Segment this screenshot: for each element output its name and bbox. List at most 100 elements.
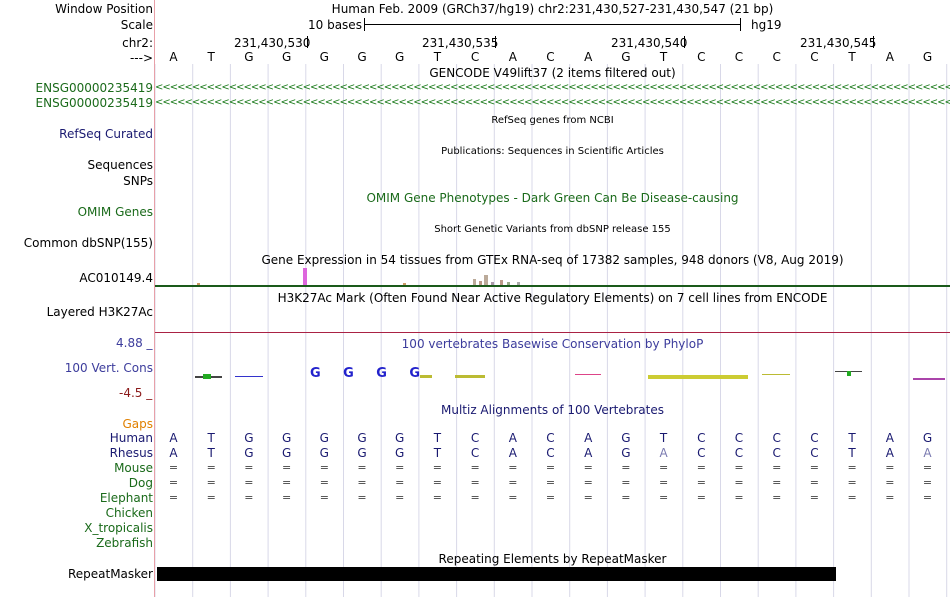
aligned-base: = (809, 461, 819, 474)
aligned-base: = (734, 461, 744, 474)
species-label[interactable]: Elephant (99, 491, 153, 505)
coord-4: 231,430,545 (800, 36, 877, 50)
base: C (470, 50, 480, 64)
coord-2: 231,430,535 (422, 36, 499, 50)
base: A (584, 50, 593, 64)
base: G (244, 50, 254, 64)
aligned-base: = (168, 491, 179, 504)
aligned-base: = (545, 461, 556, 474)
snps-label[interactable]: SNPs (123, 174, 153, 188)
gencode-item-2-label[interactable]: ENSG00000235419 (35, 96, 153, 110)
aligned-base: G (621, 446, 631, 460)
aligned-base: A (885, 446, 894, 460)
gencode-item-2-feature[interactable]: <<<<<<<<<<<<<<<<<<<<<<<<<<<<<<<<<<<<<<<<… (155, 98, 950, 108)
gencode-item-1-feature[interactable]: <<<<<<<<<<<<<<<<<<<<<<<<<<<<<<<<<<<<<<<<… (155, 83, 950, 93)
aligned-base: G (281, 431, 292, 445)
aligned-base: = (395, 491, 405, 504)
aligned-base: G (244, 431, 254, 445)
aligned-base: = (470, 491, 480, 504)
window-position-label: Window Position (55, 2, 153, 16)
pubs-label[interactable]: Sequences (87, 158, 153, 172)
gencode-title[interactable]: GENCODE V49lift37 (2 items filtered out) (429, 66, 676, 80)
aligned-base: T (848, 446, 856, 460)
omim-title[interactable]: OMIM Gene Phenotypes - Dark Green Can Be… (366, 191, 739, 205)
aligned-base: G (244, 446, 254, 460)
aligned-base: G (319, 431, 329, 445)
base: C (734, 50, 744, 64)
species-label[interactable]: Mouse (114, 461, 153, 475)
species-label[interactable]: Chicken (105, 506, 153, 520)
panel-left-border (154, 0, 155, 597)
aligned-base: = (395, 476, 405, 489)
coord-3: 231,430,540 (611, 36, 688, 50)
aligned-base: = (885, 461, 895, 474)
aligned-base: = (281, 476, 292, 489)
h3k27ac-title[interactable]: H3K27Ac Mark (Often Found Near Active Re… (277, 291, 828, 305)
aligned-base: = (621, 491, 631, 504)
aligned-base: A (584, 431, 593, 445)
refseq-label[interactable]: RefSeq Curated (59, 127, 153, 141)
omim-label[interactable]: OMIM Genes (77, 205, 153, 219)
species-label[interactable]: Dog (128, 476, 153, 490)
base: C (772, 50, 781, 64)
gtex-bar (491, 282, 494, 285)
aligned-base: = (470, 461, 480, 474)
alignment-row (155, 521, 950, 535)
base: C (546, 50, 555, 64)
coord-3-tick (684, 36, 685, 48)
coord-2-tick (495, 36, 496, 48)
phylop-label[interactable]: 100 Vert. Cons (64, 361, 153, 375)
gtex-label[interactable]: AC010149.4 (79, 271, 153, 285)
refseq-title[interactable]: RefSeq genes from NCBI (491, 115, 614, 126)
aligned-base: T (207, 431, 215, 445)
gtex-bars[interactable] (155, 266, 950, 288)
phylop-logo[interactable]: GGGG (155, 365, 950, 385)
aligned-base: A (169, 446, 178, 460)
dbsnp-title[interactable]: Short Genetic Variants from dbSNP releas… (434, 224, 671, 235)
aligned-base: = (432, 491, 442, 504)
aligned-base: = (847, 461, 857, 474)
base: G (319, 50, 329, 64)
base: G (281, 50, 292, 64)
scale-text: 10 bases (308, 18, 362, 32)
aligned-base: = (206, 461, 216, 474)
phylop-mark (455, 375, 485, 378)
species-label[interactable]: Human (109, 431, 153, 445)
gtex-baseline (155, 285, 950, 287)
aligned-base: = (847, 476, 857, 489)
alignment-row (155, 506, 950, 520)
multiz-title[interactable]: Multiz Alignments of 100 Vertebrates (440, 403, 665, 417)
aligned-base: = (319, 461, 329, 474)
aligned-base: C (470, 446, 480, 460)
repeatmasker-feature[interactable] (157, 567, 836, 581)
repeatmasker-title[interactable]: Repeating Elements by RepeatMasker (438, 552, 667, 566)
aligned-base: = (809, 476, 819, 489)
aligned-base: G (621, 431, 631, 445)
aligned-base: = (357, 476, 367, 489)
h3k27ac-label[interactable]: Layered H3K27Ac (46, 305, 153, 319)
phylop-title[interactable]: 100 vertebrates Basewise Conservation by… (401, 337, 704, 351)
aligned-base: A (885, 431, 894, 445)
pubs-title[interactable]: Publications: Sequences in Scientific Ar… (441, 146, 664, 157)
gencode-item-1-label[interactable]: ENSG00000235419 (35, 81, 153, 95)
base: A (508, 50, 517, 64)
species-label[interactable]: Rhesus (109, 446, 153, 460)
gaps-label[interactable]: Gaps (122, 417, 153, 431)
aligned-base: C (810, 431, 819, 445)
repeatmasker-label[interactable]: RepeatMasker (67, 567, 153, 581)
phylop-mark (762, 374, 790, 375)
dbsnp-label[interactable]: Common dbSNP(155) (23, 236, 153, 250)
gtex-bar (303, 268, 307, 285)
alignment-row: = = = = = = = = = = = = = = = = = = = = = (155, 461, 950, 475)
aligned-base: = (357, 491, 367, 504)
aligned-base: = (885, 491, 895, 504)
aligned-base: = (621, 461, 631, 474)
gtex-bar (500, 280, 503, 285)
gtex-title[interactable]: Gene Expression in 54 tissues from GTEx … (261, 253, 844, 267)
species-label[interactable]: Zebrafish (96, 536, 153, 550)
aligned-base: = (508, 461, 518, 474)
species-label[interactable]: X_tropicalis (84, 521, 153, 535)
aligned-base: = (319, 491, 329, 504)
